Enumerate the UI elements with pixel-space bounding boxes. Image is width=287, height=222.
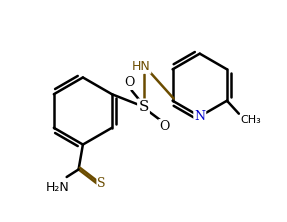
Text: S: S xyxy=(97,177,106,190)
Text: O: O xyxy=(124,76,135,89)
Text: H₂N: H₂N xyxy=(46,181,70,194)
Text: S: S xyxy=(138,100,149,114)
Text: HN: HN xyxy=(132,60,151,73)
Text: CH₃: CH₃ xyxy=(240,115,261,125)
Text: O: O xyxy=(159,120,169,133)
Text: N: N xyxy=(194,110,205,123)
